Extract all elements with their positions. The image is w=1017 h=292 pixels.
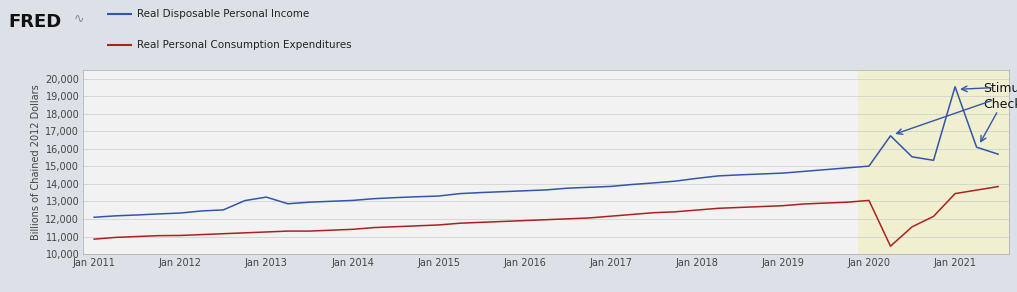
Text: ∿: ∿ (73, 13, 83, 26)
Text: Real Personal Consumption Expenditures: Real Personal Consumption Expenditures (137, 40, 352, 50)
Text: Real Disposable Personal Income: Real Disposable Personal Income (137, 9, 309, 19)
Bar (858, 70, 1009, 254)
Text: Stimulus
Checks: Stimulus Checks (983, 82, 1017, 111)
Y-axis label: Billions of Chained 2012 Dollars: Billions of Chained 2012 Dollars (32, 84, 41, 240)
Text: FRED: FRED (8, 13, 61, 31)
